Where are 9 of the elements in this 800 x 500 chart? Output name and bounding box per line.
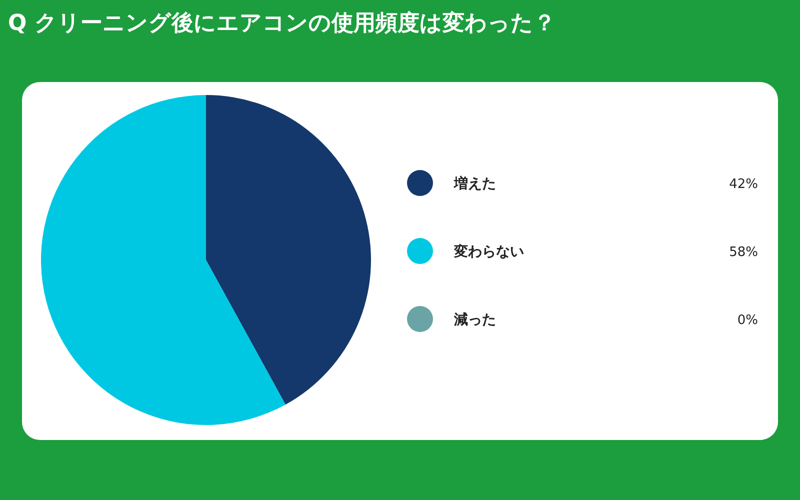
legend-label: 減った bbox=[453, 312, 496, 328]
text: 0% bbox=[737, 313, 758, 328]
pie-slice bbox=[206, 95, 371, 405]
data-label: 42% bbox=[729, 177, 758, 192]
pie-slice bbox=[41, 95, 286, 425]
chart-title: Q クリーニング後にエアコンの使用頻度は変わった？ bbox=[8, 10, 556, 36]
legend-label: 増えた bbox=[453, 175, 496, 192]
data-label: 58% bbox=[729, 245, 758, 260]
legend-label: 変わらない bbox=[453, 243, 524, 260]
